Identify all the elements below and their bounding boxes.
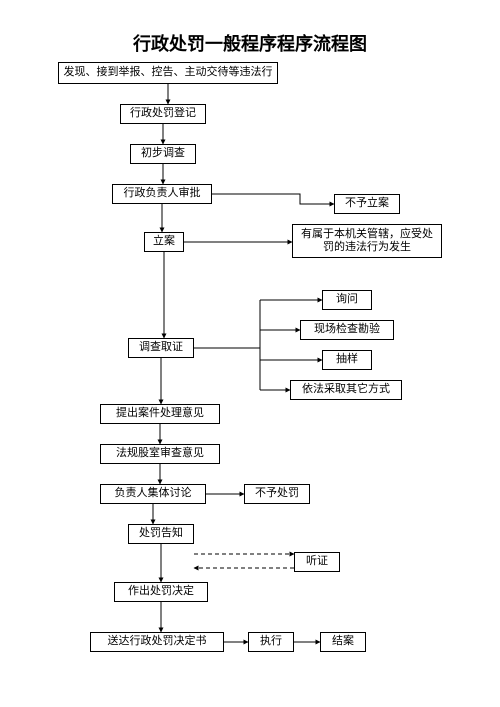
node-n16: 不予处罚 [244, 484, 310, 504]
node-n15: 负责人集体讨论 [100, 484, 206, 504]
node-n11: 抽样 [322, 350, 372, 370]
node-n10: 调查取证 [128, 338, 194, 358]
node-n8: 询问 [322, 290, 372, 310]
edges-layer [0, 0, 500, 707]
flowchart-canvas: 行政处罚一般程序程序流程图 发现、接到举报、控告、主动交待等违法行行政处罚登记初… [0, 0, 500, 707]
node-n4: 行政负责人审批 [112, 184, 212, 204]
node-n17: 处罚告知 [128, 524, 194, 544]
node-n12: 依法采取其它方式 [290, 380, 402, 400]
node-n9: 现场检查勘验 [300, 320, 394, 340]
node-n14: 法规股室审查意见 [100, 444, 220, 464]
node-n13: 提出案件处理意见 [100, 404, 220, 424]
node-n2: 行政处罚登记 [120, 104, 206, 124]
node-n3: 初步调查 [130, 144, 196, 164]
node-n6: 立案 [144, 232, 184, 252]
node-n1: 发现、接到举报、控告、主动交待等违法行 [58, 62, 278, 84]
node-n21: 执行 [248, 632, 294, 652]
node-n18: 听证 [294, 552, 340, 572]
diagram-title: 行政处罚一般程序程序流程图 [0, 30, 500, 56]
node-n20: 送达行政处罚决定书 [90, 632, 224, 652]
node-n22: 结案 [320, 632, 366, 652]
node-n19: 作出处罚决定 [114, 582, 208, 602]
node-n5: 不予立案 [334, 194, 400, 214]
node-n7: 有属于本机关管辖，应受处罚的违法行为发生 [292, 224, 442, 258]
